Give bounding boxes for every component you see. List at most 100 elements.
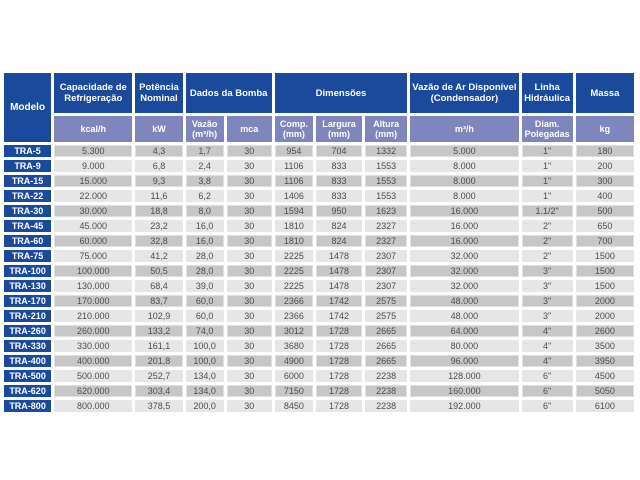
col-header-potencia: Potência Nominal	[135, 73, 183, 113]
data-cell: 824	[315, 220, 363, 232]
data-cell: 28,0	[185, 265, 224, 277]
data-cell: 2600	[575, 325, 634, 337]
model-cell: TRA-22	[4, 190, 52, 202]
data-cell: 30.000	[54, 205, 133, 217]
data-cell: 75.000	[54, 250, 133, 262]
data-cell: 1728	[315, 325, 363, 337]
data-cell: 400	[575, 190, 634, 202]
model-cell: TRA-170	[4, 295, 52, 307]
data-cell: 22.000	[54, 190, 133, 202]
data-cell: 4"	[521, 325, 573, 337]
data-cell: 32.000	[410, 250, 519, 262]
data-cell: 15.000	[54, 175, 133, 187]
data-cell: 260.000	[54, 325, 133, 337]
data-cell: 2307	[365, 265, 408, 277]
data-cell: 1478	[315, 280, 363, 292]
data-cell: 1594	[274, 205, 313, 217]
data-cell: 1,7	[185, 145, 224, 157]
data-cell: 1500	[575, 280, 634, 292]
table-row: TRA-5 5.300 4,3 1,7 30 954 704 1332 5.000 1" 180	[4, 145, 634, 157]
model-cell: TRA-260	[4, 325, 52, 337]
data-cell: 9.000	[54, 160, 133, 172]
data-cell: 100,0	[185, 355, 224, 367]
table-row: TRA-400 400.000 201,8 100,0 30 4900 1728 2665 96…	[4, 355, 634, 367]
data-cell: 200	[575, 160, 634, 172]
model-cell: TRA-130	[4, 280, 52, 292]
data-cell: 2"	[521, 250, 573, 262]
data-cell: 9,3	[135, 175, 183, 187]
data-cell: 30	[226, 385, 272, 397]
data-cell: 6000	[274, 370, 313, 382]
table-row: TRA-22 22.000 11,6 6,2 30 1406 833 1553 8.000 1" 4…	[4, 190, 634, 202]
data-cell: 16,0	[185, 235, 224, 247]
data-cell: 954	[274, 145, 313, 157]
data-cell: 500.000	[54, 370, 133, 382]
data-cell: 2000	[575, 295, 634, 307]
data-cell: 16.000	[410, 205, 519, 217]
data-cell: 1"	[521, 145, 573, 157]
data-cell: 5.300	[54, 145, 133, 157]
data-cell: 300	[575, 175, 634, 187]
data-cell: 6"	[521, 400, 573, 412]
data-cell: 4900	[274, 355, 313, 367]
model-cell: TRA-330	[4, 340, 52, 352]
data-cell: 833	[315, 190, 363, 202]
data-cell: 30	[226, 295, 272, 307]
data-cell: 8450	[274, 400, 313, 412]
data-cell: 2307	[365, 280, 408, 292]
data-cell: 3950	[575, 355, 634, 367]
table-row: TRA-30 30.000 18,8 8,0 30 1594 950 1623 16.000 1.…	[4, 205, 634, 217]
data-cell: 30	[226, 145, 272, 157]
data-cell: 41,2	[135, 250, 183, 262]
data-cell: 60.000	[54, 235, 133, 247]
data-cell: 2327	[365, 220, 408, 232]
data-cell: 180	[575, 145, 634, 157]
data-cell: 30	[226, 400, 272, 412]
data-cell: 32,8	[135, 235, 183, 247]
data-cell: 30	[226, 355, 272, 367]
data-cell: 252,7	[135, 370, 183, 382]
data-cell: 134,0	[185, 385, 224, 397]
data-cell: 1728	[315, 355, 363, 367]
data-cell: 2366	[274, 295, 313, 307]
data-cell: 30	[226, 220, 272, 232]
data-cell: 1478	[315, 265, 363, 277]
data-cell: 1"	[521, 190, 573, 202]
data-cell: 7150	[274, 385, 313, 397]
table-row: TRA-100 100.000 50,5 28,0 30 2225 1478 2307 32.0…	[4, 265, 634, 277]
data-cell: 133,2	[135, 325, 183, 337]
model-cell: TRA-75	[4, 250, 52, 262]
data-cell: 2"	[521, 235, 573, 247]
data-cell: 100.000	[54, 265, 133, 277]
table-row: TRA-800 800.000 378,5 200,0 30 8450 1728 2238 19…	[4, 400, 634, 412]
data-cell: 6"	[521, 370, 573, 382]
model-cell: TRA-9	[4, 160, 52, 172]
data-cell: 378,5	[135, 400, 183, 412]
data-cell: 1406	[274, 190, 313, 202]
model-cell: TRA-30	[4, 205, 52, 217]
data-cell: 1106	[274, 160, 313, 172]
data-cell: 30	[226, 190, 272, 202]
unit-mca: mca	[226, 116, 272, 142]
model-cell: TRA-45	[4, 220, 52, 232]
data-cell: 6"	[521, 385, 573, 397]
data-cell: 1728	[315, 400, 363, 412]
data-cell: 800.000	[54, 400, 133, 412]
col-header-capacidade: Capacidade de Refrigeração	[54, 73, 133, 113]
data-cell: 3"	[521, 310, 573, 322]
model-cell: TRA-800	[4, 400, 52, 412]
unit-largura: Largura (mm)	[315, 116, 363, 142]
data-cell: 48.000	[410, 295, 519, 307]
data-cell: 30	[226, 280, 272, 292]
unit-header-row: kcal/h kW Vazão (m³/h) mca Comp. (mm) La…	[4, 116, 634, 142]
data-cell: 3,8	[185, 175, 224, 187]
table-row: TRA-15 15.000 9,3 3,8 30 1106 833 1553 8.000 1" 30…	[4, 175, 634, 187]
data-cell: 1"	[521, 175, 573, 187]
data-cell: 833	[315, 160, 363, 172]
col-header-modelo: Modelo	[4, 73, 52, 142]
data-cell: 16.000	[410, 235, 519, 247]
data-cell: 3500	[575, 340, 634, 352]
data-cell: 1810	[274, 220, 313, 232]
unit-kw: kW	[135, 116, 183, 142]
data-cell: 8,0	[185, 205, 224, 217]
